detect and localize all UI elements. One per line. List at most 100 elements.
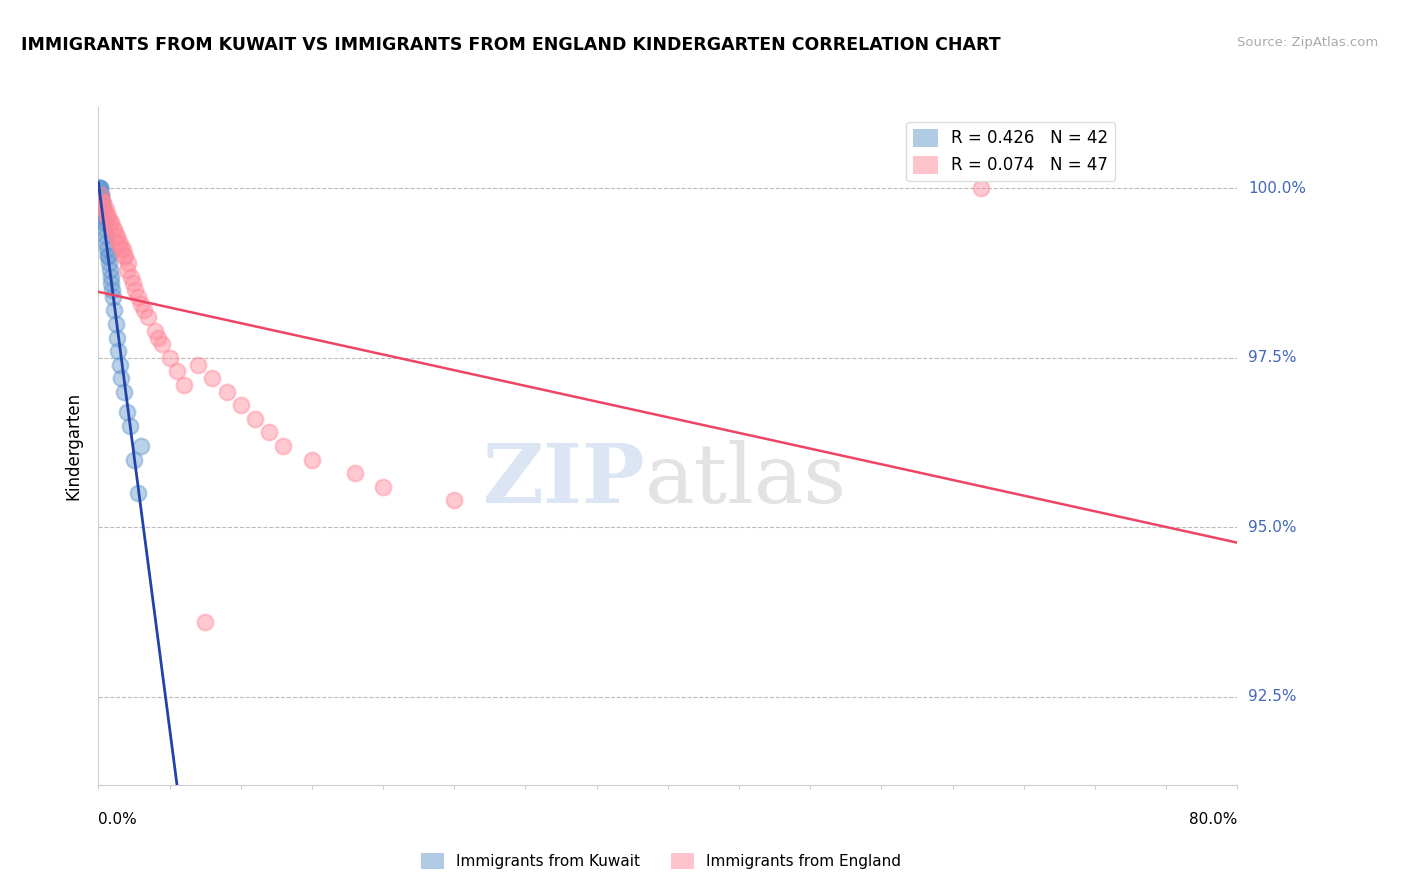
Point xyxy=(101,222,124,236)
Point xyxy=(96,209,118,223)
Point xyxy=(94,202,117,216)
Point xyxy=(97,209,120,223)
Point xyxy=(100,215,122,229)
Point xyxy=(129,296,152,310)
Point xyxy=(159,351,181,365)
Text: IMMIGRANTS FROM KUWAIT VS IMMIGRANTS FROM ENGLAND KINDERGARTEN CORRELATION CHART: IMMIGRANTS FROM KUWAIT VS IMMIGRANTS FRO… xyxy=(21,36,1001,54)
Point xyxy=(93,209,115,223)
Point xyxy=(98,256,121,270)
Point xyxy=(121,277,143,291)
Point xyxy=(136,310,159,325)
Point xyxy=(94,222,117,236)
Point xyxy=(273,439,295,453)
Point xyxy=(124,283,146,297)
Point xyxy=(90,188,112,202)
Point xyxy=(94,228,117,243)
Point xyxy=(91,194,114,209)
Text: 100.0%: 100.0% xyxy=(1249,181,1306,196)
Point xyxy=(115,405,138,419)
Point xyxy=(120,269,142,284)
Point xyxy=(145,324,167,338)
Point xyxy=(443,493,465,508)
Point xyxy=(97,249,120,263)
Text: 97.5%: 97.5% xyxy=(1249,351,1296,366)
Text: Source: ZipAtlas.com: Source: ZipAtlas.com xyxy=(1237,36,1378,49)
Point xyxy=(243,412,266,426)
Point xyxy=(148,330,170,344)
Point xyxy=(89,181,111,195)
Point xyxy=(187,358,209,372)
Text: 92.5%: 92.5% xyxy=(1249,690,1296,705)
Point xyxy=(112,249,135,263)
Point xyxy=(103,222,125,236)
Point xyxy=(98,215,121,229)
Point xyxy=(97,249,120,263)
Point xyxy=(91,194,114,209)
Point xyxy=(104,317,127,331)
Point xyxy=(108,358,131,372)
Point xyxy=(90,188,112,202)
Point xyxy=(89,181,111,195)
Point xyxy=(173,378,195,392)
Point xyxy=(93,215,115,229)
Point xyxy=(90,194,112,209)
Point xyxy=(89,181,111,195)
Point xyxy=(111,243,134,257)
Point xyxy=(127,290,149,304)
Point xyxy=(105,228,128,243)
Point xyxy=(215,384,238,399)
Point xyxy=(89,181,111,195)
Point xyxy=(104,228,127,243)
Text: 0.0%: 0.0% xyxy=(98,812,138,827)
Legend: Immigrants from Kuwait, Immigrants from England: Immigrants from Kuwait, Immigrants from … xyxy=(415,847,907,875)
Point xyxy=(91,209,114,223)
Point xyxy=(93,202,115,216)
Point xyxy=(103,303,125,318)
Point xyxy=(107,235,129,250)
Point xyxy=(89,181,111,195)
Point xyxy=(112,384,135,399)
Point xyxy=(108,235,131,250)
Y-axis label: Kindergarten: Kindergarten xyxy=(65,392,83,500)
Point xyxy=(100,269,122,284)
Text: ZIP: ZIP xyxy=(482,440,645,520)
Point xyxy=(100,277,122,291)
Point xyxy=(107,344,129,359)
Point xyxy=(89,188,111,202)
Point xyxy=(301,452,323,467)
Point xyxy=(105,330,128,344)
Point xyxy=(194,615,217,630)
Point xyxy=(93,215,115,229)
Point xyxy=(152,337,174,351)
Point xyxy=(91,202,114,216)
Point xyxy=(89,188,111,202)
Point xyxy=(90,188,112,202)
Point xyxy=(90,194,112,209)
Point xyxy=(91,202,114,216)
Text: atlas: atlas xyxy=(645,440,848,520)
Text: 95.0%: 95.0% xyxy=(1249,520,1296,535)
Point xyxy=(98,262,121,277)
Point xyxy=(110,371,132,385)
Point xyxy=(201,371,224,385)
Point xyxy=(90,194,112,209)
Point xyxy=(96,235,118,250)
Point xyxy=(970,181,993,195)
Point xyxy=(132,303,155,318)
Point xyxy=(115,262,138,277)
Point xyxy=(259,425,281,440)
Point xyxy=(101,283,124,297)
Point xyxy=(229,398,252,412)
Legend: R = 0.426   N = 42, R = 0.074   N = 47: R = 0.426 N = 42, R = 0.074 N = 47 xyxy=(907,122,1115,181)
Point xyxy=(118,418,141,433)
Point xyxy=(122,452,145,467)
Point xyxy=(96,243,118,257)
Point xyxy=(114,249,136,263)
Point xyxy=(101,290,124,304)
Point xyxy=(343,466,366,480)
Point xyxy=(371,480,394,494)
Point xyxy=(127,486,149,500)
Point xyxy=(117,256,139,270)
Point xyxy=(166,364,188,378)
Text: 80.0%: 80.0% xyxy=(1189,812,1237,827)
